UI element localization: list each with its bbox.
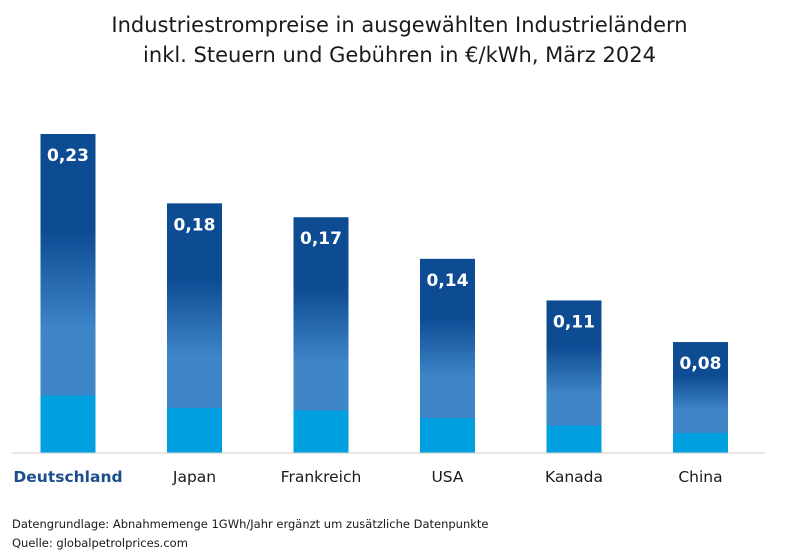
bar-deutschland bbox=[40, 134, 96, 453]
category-label-deutschland: Deutschland bbox=[13, 468, 122, 486]
bar-kanada bbox=[546, 300, 602, 453]
bar-japan bbox=[167, 203, 222, 453]
value-label-japan: 0,18 bbox=[174, 215, 216, 235]
bar-frankreich bbox=[293, 217, 349, 453]
value-label-kanada: 0,11 bbox=[553, 312, 595, 332]
value-label-frankreich: 0,17 bbox=[300, 229, 342, 249]
category-label-kanada: Kanada bbox=[545, 468, 603, 486]
value-label-usa: 0,14 bbox=[427, 271, 469, 291]
value-label-china: 0,08 bbox=[680, 354, 722, 374]
chart-footer: Datengrundlage: Abnahmemenge 1GWh/Jahr e… bbox=[12, 515, 489, 553]
data-note: Datengrundlage: Abnahmemenge 1GWh/Jahr e… bbox=[12, 517, 489, 531]
chart-title: Industriestrompreise in ausgewählten Ind… bbox=[0, 10, 799, 70]
bar-china bbox=[673, 342, 728, 453]
category-label-frankreich: Frankreich bbox=[281, 468, 362, 486]
category-label-japan: Japan bbox=[172, 468, 216, 486]
category-label-usa: USA bbox=[431, 468, 463, 486]
chart-title-line-1: Industriestrompreise in ausgewählten Ind… bbox=[111, 13, 688, 37]
bar-usa bbox=[420, 258, 475, 453]
category-label-china: China bbox=[678, 468, 722, 486]
chart-title-line-2: inkl. Steuern und Gebühren in €/kWh, Mär… bbox=[143, 43, 656, 67]
bar-chart: 0,23 0,18 0,17 0,14 0,11 0,08 Deutschland Japa… bbox=[12, 134, 765, 486]
data-source: Quelle: globalpetrolprices.com bbox=[12, 536, 188, 550]
value-label-deutschland: 0,23 bbox=[47, 146, 89, 166]
